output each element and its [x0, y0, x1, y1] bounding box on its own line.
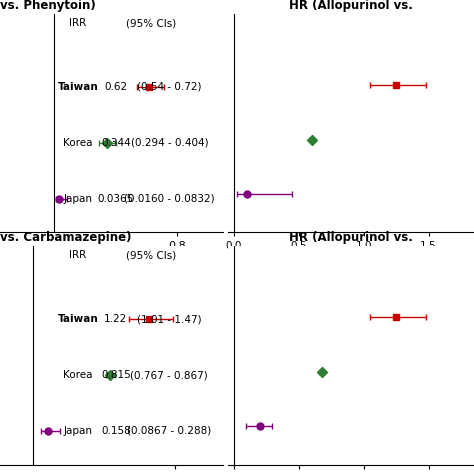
Text: vs. Carbamazepine): vs. Carbamazepine)	[0, 231, 131, 244]
Title: HR (Allopurinol vs.: HR (Allopurinol vs.	[289, 0, 413, 12]
Text: (95% CIs): (95% CIs)	[127, 250, 177, 260]
Text: IRR: IRR	[69, 18, 87, 28]
Text: IRR: IRR	[69, 250, 87, 260]
Text: Korea: Korea	[63, 370, 93, 380]
Text: Japan: Japan	[64, 426, 92, 436]
Title: HR (Allopurinol vs.: HR (Allopurinol vs.	[289, 231, 413, 244]
Text: 0.0365: 0.0365	[98, 194, 134, 204]
Text: Japan: Japan	[64, 194, 92, 204]
Text: vs. Phenytoin): vs. Phenytoin)	[0, 0, 96, 12]
Text: (1.01 - 1.47): (1.01 - 1.47)	[137, 314, 201, 324]
Text: Taiwan: Taiwan	[58, 314, 98, 324]
Text: (95% CIs): (95% CIs)	[127, 18, 177, 28]
Text: Korea: Korea	[63, 138, 93, 148]
Text: 1.22: 1.22	[104, 314, 128, 324]
Text: 0.815: 0.815	[101, 370, 131, 380]
Text: (0.0867 - 0.288): (0.0867 - 0.288)	[127, 426, 211, 436]
Text: 0.344: 0.344	[101, 138, 131, 148]
Text: Taiwan: Taiwan	[58, 82, 98, 92]
Text: (0.767 - 0.867): (0.767 - 0.867)	[130, 370, 208, 380]
Text: (0.0160 - 0.0832): (0.0160 - 0.0832)	[124, 194, 215, 204]
Text: 0.62: 0.62	[104, 82, 128, 92]
X-axis label: Adjusted HR: Adjusted HR	[310, 257, 392, 270]
Text: 0.158: 0.158	[101, 426, 131, 436]
Text: (0.54 - 0.72): (0.54 - 0.72)	[137, 82, 201, 92]
Text: (0.294 - 0.404): (0.294 - 0.404)	[130, 138, 208, 148]
